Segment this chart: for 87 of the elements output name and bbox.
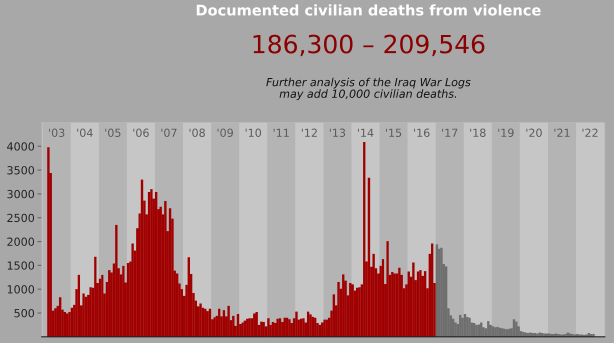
bar bbox=[332, 294, 336, 337]
bar bbox=[131, 243, 134, 337]
x-tick-label: '19 bbox=[498, 128, 514, 137]
x-tick-label: '05 bbox=[105, 128, 120, 137]
x-tick-label: '10 bbox=[246, 128, 262, 137]
bar bbox=[306, 312, 310, 337]
bar bbox=[122, 266, 125, 337]
bar bbox=[382, 259, 384, 337]
bar bbox=[391, 272, 394, 337]
bar bbox=[363, 142, 366, 337]
chart-subtitle: 186,300 – 209,546 bbox=[254, 34, 484, 56]
chart-title: Documented civilian deaths from violence bbox=[196, 4, 541, 16]
bar bbox=[84, 296, 88, 337]
bar bbox=[78, 274, 80, 337]
bar bbox=[424, 271, 426, 337]
bar bbox=[300, 318, 302, 337]
y-tick-label: 2000 bbox=[7, 238, 34, 246]
x-tick-label: '17 bbox=[442, 128, 458, 137]
bar bbox=[227, 306, 230, 337]
bar bbox=[70, 308, 74, 337]
x-tick-label: '13 bbox=[330, 128, 346, 137]
bar bbox=[58, 297, 62, 337]
y-tick-label: 3000 bbox=[7, 190, 34, 198]
x-tick-label: '12 bbox=[302, 128, 317, 137]
x-tick-label: '08 bbox=[190, 128, 205, 137]
bar bbox=[66, 313, 68, 337]
bar bbox=[232, 316, 235, 337]
bar bbox=[262, 322, 265, 337]
bar bbox=[288, 319, 291, 337]
bar bbox=[164, 201, 167, 337]
x-tick-label: '04 bbox=[77, 128, 93, 137]
x-tick-label: '20 bbox=[526, 128, 542, 137]
bar bbox=[199, 303, 202, 337]
x-tick-label: '09 bbox=[218, 128, 233, 137]
bar bbox=[386, 241, 389, 337]
y-tick-label: 2500 bbox=[7, 214, 34, 222]
bar bbox=[372, 254, 375, 337]
bar bbox=[459, 314, 462, 337]
x-tick-label: '18 bbox=[470, 128, 486, 137]
bar bbox=[314, 318, 316, 337]
bar bbox=[431, 243, 434, 337]
bar bbox=[393, 273, 396, 337]
x-tick-label: '06 bbox=[133, 128, 149, 137]
x-tick-label: '22 bbox=[582, 128, 598, 137]
bar bbox=[176, 273, 178, 337]
y-tick-label: 1000 bbox=[8, 285, 34, 294]
x-tick-label: '15 bbox=[386, 128, 402, 137]
bar bbox=[253, 313, 256, 337]
x-tick-label: '14 bbox=[358, 128, 374, 137]
x-tick-label: '21 bbox=[554, 128, 570, 137]
bar bbox=[188, 257, 190, 337]
bar bbox=[312, 316, 314, 337]
bar bbox=[267, 318, 270, 337]
bar bbox=[356, 288, 358, 337]
y-tick-label: 4000 bbox=[7, 142, 34, 151]
y-tick-label: 3500 bbox=[7, 166, 34, 174]
bar bbox=[159, 206, 162, 337]
bar bbox=[101, 274, 104, 337]
bar bbox=[276, 318, 279, 337]
bar bbox=[255, 312, 258, 337]
text: Further analysis of the Iraq War Logs may add 10,000 civilian deaths. bbox=[266, 78, 471, 100]
bar bbox=[515, 322, 518, 337]
bar bbox=[248, 318, 251, 337]
bar bbox=[412, 262, 415, 337]
y-tick-label: 1500 bbox=[8, 261, 34, 270]
bar bbox=[260, 322, 263, 337]
bar bbox=[47, 147, 50, 337]
bar bbox=[326, 320, 328, 337]
bar bbox=[436, 244, 438, 337]
bar bbox=[64, 312, 66, 337]
y-tick-label: 500 bbox=[14, 308, 34, 318]
bar bbox=[218, 308, 220, 337]
bar bbox=[94, 256, 96, 337]
bar bbox=[126, 262, 130, 337]
x-tick-label: '16 bbox=[414, 128, 430, 137]
x-tick-label: '03 bbox=[49, 128, 64, 137]
bar bbox=[242, 322, 244, 337]
bar bbox=[214, 317, 216, 337]
bar bbox=[444, 266, 448, 337]
bar bbox=[452, 318, 454, 337]
bar bbox=[246, 318, 248, 337]
x-tick-label: '11 bbox=[274, 128, 289, 137]
bar bbox=[487, 321, 490, 337]
bar bbox=[115, 224, 118, 337]
bar bbox=[398, 268, 401, 337]
bar bbox=[480, 322, 482, 337]
x-tick-label: '07 bbox=[161, 128, 177, 137]
